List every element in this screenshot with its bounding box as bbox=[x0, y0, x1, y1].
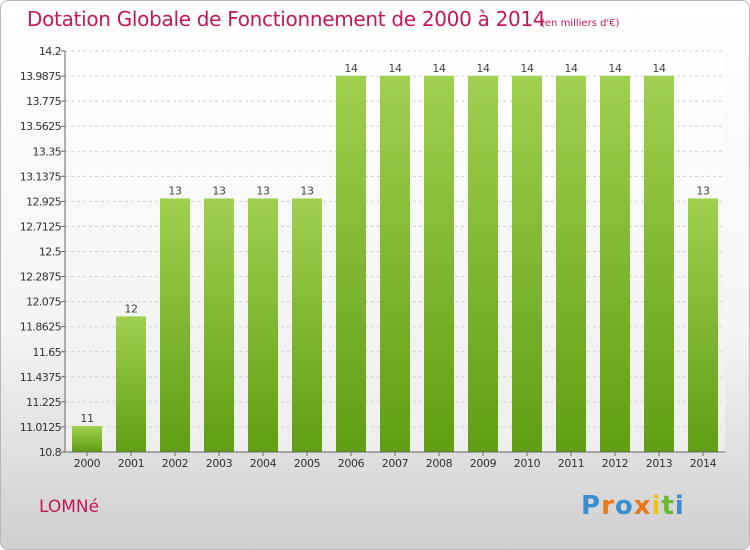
x-tick-label: 2010 bbox=[514, 457, 541, 470]
bar-value-label: 14 bbox=[476, 62, 490, 75]
bar-2009 bbox=[468, 75, 498, 453]
y-tick-label: 13.35 bbox=[33, 145, 62, 158]
y-tick-label: 11.8625 bbox=[20, 321, 62, 334]
bar-2014 bbox=[688, 198, 718, 452]
bar-2002 bbox=[160, 198, 190, 452]
bar-value-label: 13 bbox=[168, 184, 182, 197]
y-tick-label: 12.5 bbox=[39, 246, 62, 259]
x-tick-label: 2006 bbox=[338, 457, 365, 470]
bar-value-label: 12 bbox=[124, 302, 137, 315]
y-tick-label: 13.5625 bbox=[20, 120, 62, 133]
x-tick-label: 2003 bbox=[206, 457, 233, 470]
bars: 11 12 13 13 13 13 14 14 14 14 14 14 14 14 13 bbox=[72, 62, 718, 453]
bar-value-label: 11 bbox=[80, 412, 93, 425]
bar-2010 bbox=[512, 75, 542, 453]
x-tick-label: 2008 bbox=[426, 457, 453, 470]
bar-value-label: 14 bbox=[388, 62, 402, 75]
bar-2004 bbox=[248, 198, 278, 452]
bar-value-label: 14 bbox=[608, 62, 622, 75]
bar-2000 bbox=[72, 426, 102, 452]
x-axis: 2000 2001 2002 2003 2004 2005 2006 2007 2008 2009… bbox=[65, 451, 725, 470]
x-tick-label: 2002 bbox=[162, 457, 188, 470]
y-tick-label: 12.2875 bbox=[20, 271, 62, 284]
y-tick-label: 11.4375 bbox=[20, 371, 62, 384]
bar-2003 bbox=[204, 198, 234, 452]
y-tick-label: 10.8 bbox=[39, 446, 62, 459]
logo-letter: i bbox=[674, 491, 685, 521]
x-tick-label: 2014 bbox=[690, 457, 717, 470]
bar-2012 bbox=[600, 75, 630, 453]
x-tick-label: 2011 bbox=[558, 457, 584, 470]
logo-letter: t bbox=[661, 491, 675, 521]
bar-value-label: 13 bbox=[256, 184, 270, 197]
y-tick-label: 11.225 bbox=[26, 396, 61, 409]
bar-value-label: 13 bbox=[696, 184, 710, 197]
y-tick-label: 11.65 bbox=[33, 346, 62, 359]
bar-value-label: 14 bbox=[564, 62, 578, 75]
x-tick-label: 2009 bbox=[470, 457, 497, 470]
x-tick-label: 2001 bbox=[118, 457, 144, 470]
y-tick-label: 12.075 bbox=[26, 296, 61, 309]
bar-value-label: 13 bbox=[300, 184, 314, 197]
bar-value-label: 14 bbox=[432, 62, 446, 75]
bar-2007 bbox=[380, 75, 410, 453]
logo-letter: o bbox=[614, 491, 634, 521]
bar-2001 bbox=[116, 316, 146, 452]
y-tick-label: 12.7125 bbox=[20, 220, 62, 233]
y-tick-label: 12.925 bbox=[26, 195, 61, 208]
y-tick-label: 13.775 bbox=[26, 95, 61, 108]
bar-2005 bbox=[292, 198, 322, 452]
y-tick-label: 11.0125 bbox=[20, 421, 62, 434]
x-tick-label: 2013 bbox=[646, 457, 673, 470]
logo-letter: r bbox=[601, 491, 615, 521]
y-tick-label: 14.2 bbox=[39, 45, 61, 58]
logo-letter: i bbox=[651, 491, 662, 521]
x-tick-label: 2005 bbox=[294, 457, 321, 470]
y-axis: 10.8 11.0125 11.225 11.4375 11.65 11.8625 12.0… bbox=[20, 45, 66, 459]
x-tick-label: 2000 bbox=[74, 457, 101, 470]
commune-name: LOMNé bbox=[39, 497, 100, 517]
bar-value-label: 14 bbox=[520, 62, 534, 75]
chart-title: Dotation Globale de Fonctionnement de 20… bbox=[27, 7, 546, 31]
bar-2011 bbox=[556, 75, 586, 453]
y-tick-label: 13.9875 bbox=[20, 70, 62, 83]
bar-value-label: 13 bbox=[212, 184, 226, 197]
bar-2008 bbox=[424, 75, 454, 453]
logo-letter: x bbox=[633, 491, 652, 521]
x-tick-label: 2007 bbox=[382, 457, 409, 470]
x-tick-label: 2012 bbox=[602, 457, 628, 470]
unit-note: (en milliers d'€) bbox=[541, 18, 620, 29]
x-tick-label: 2004 bbox=[250, 457, 277, 470]
bar-2006 bbox=[336, 75, 366, 453]
bar-value-label: 14 bbox=[652, 62, 666, 75]
logo-letter: P bbox=[581, 491, 602, 521]
y-tick-label: 13.1375 bbox=[20, 170, 62, 183]
proxiti-logo[interactable]: Proxiti bbox=[581, 491, 685, 521]
bar-value-label: 14 bbox=[344, 62, 358, 75]
bar-2013 bbox=[644, 75, 674, 453]
